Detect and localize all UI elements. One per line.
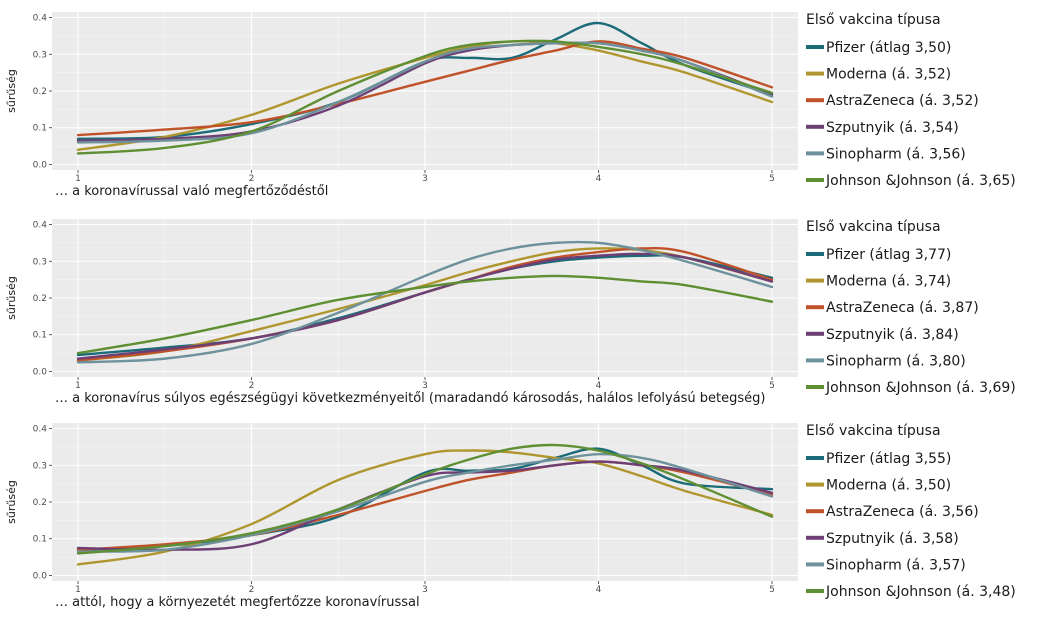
panel-1: 1 2 3 4 5 0.0 0.1 0.2 0.3 0.4 sűrűség … a koronavír…: [5, 12, 1016, 199]
y-tick-label: 0.4: [33, 425, 48, 435]
y-tick-label: 0.3: [33, 461, 47, 471]
x-tick-label: 5: [769, 174, 775, 184]
legend-key-3: [806, 509, 824, 514]
y-tick-label: 0.0: [33, 367, 48, 377]
legend-title: Első vakcina típusa: [806, 12, 941, 28]
legend-key-2: [806, 278, 824, 283]
series-line-5: [76, 453, 774, 553]
legend-key-1: [806, 252, 824, 256]
x-tick-label: 5: [769, 381, 775, 391]
y-tick-label: 0.2: [33, 294, 47, 304]
y-tick-label: 0.1: [33, 124, 47, 134]
legend-label-2: Moderna (á. 3,52): [826, 67, 951, 83]
x-tick-label: 2: [249, 174, 255, 184]
legend-key-5: [806, 358, 824, 363]
legend-label-1: Pfizer (átlag 3,55): [826, 451, 951, 467]
legend-label-5: Sinopharm (á. 3,80): [826, 353, 966, 369]
legend-label-1: Pfizer (átlag 3,50): [826, 40, 951, 56]
series-line-6: [76, 443, 774, 555]
x-tick-label: 3: [422, 174, 428, 184]
y-tick-label: 0.1: [33, 331, 47, 341]
legend-label-6: Johnson &Johnson (á. 3,48): [825, 584, 1016, 600]
y-axis-title: sűrűség: [5, 69, 18, 113]
x-tick-label: 1: [75, 585, 81, 595]
panel-caption: … a koronavírus súlyos egészségügyi köve…: [55, 391, 766, 406]
x-tick-label: 5: [769, 585, 775, 595]
x-tick-label: 4: [596, 174, 602, 184]
legend-key-4: [806, 331, 824, 336]
series-line-6: [76, 39, 774, 155]
y-tick-label: 0.3: [33, 257, 47, 267]
legend-key-1: [806, 45, 824, 49]
legend-label-3: AstraZeneca (á. 3,52): [826, 93, 979, 109]
x-tick-label: 2: [249, 381, 255, 391]
series-line-1: [76, 21, 774, 140]
legend-key-3: [806, 305, 824, 310]
legend-label-4: Szputnyik (á. 3,58): [826, 531, 959, 547]
y-tick-label: 0.0: [33, 571, 48, 581]
x-tick-label: 3: [422, 381, 428, 391]
y-tick-label: 0.0: [33, 160, 48, 170]
legend-key-2: [806, 71, 824, 76]
legend-key-6: [806, 589, 824, 593]
legend: Első vakcina típusa Pfizer (átlag 3,50) Mo…: [806, 12, 1016, 189]
legend-key-6: [806, 178, 824, 182]
panel-caption: … a koronavírussal való megfertőződéstől: [55, 184, 328, 199]
legend-label-6: Johnson &Johnson (á. 3,69): [825, 380, 1016, 396]
legend-key-1: [806, 456, 824, 460]
y-axis-title: sűrűség: [5, 276, 18, 320]
panel-caption: … attól, hogy a környezetét megfertőzze …: [55, 595, 420, 610]
y-axis-title: sűrűség: [5, 480, 18, 524]
legend-title: Első vakcina típusa: [806, 423, 941, 439]
series-line-2: [76, 449, 774, 566]
legend-label-4: Szputnyik (á. 3,54): [826, 120, 959, 136]
legend-label-6: Johnson &Johnson (á. 3,65): [825, 173, 1016, 189]
series-line-2: [76, 40, 774, 151]
legend-key-4: [806, 124, 824, 129]
legend-label-2: Moderna (á. 3,50): [826, 478, 951, 494]
x-tick-label: 2: [249, 585, 255, 595]
y-tick-label: 0.4: [33, 221, 48, 231]
y-tick-label: 0.4: [33, 14, 48, 24]
legend: Első vakcina típusa Pfizer (átlag 3,77) Mo…: [806, 219, 1016, 396]
y-tick-label: 0.2: [33, 87, 47, 97]
series-line-4: [76, 252, 774, 360]
legend-label-2: Moderna (á. 3,74): [826, 274, 951, 290]
series-line-5: [76, 240, 774, 364]
legend: Első vakcina típusa Pfizer (átlag 3,55) Mo…: [806, 423, 1016, 600]
y-tick-label: 0.1: [33, 535, 47, 545]
legend-label-5: Sinopharm (á. 3,56): [826, 146, 966, 162]
legend-key-6: [806, 385, 824, 389]
y-tick-label: 0.3: [33, 50, 47, 60]
legend-title: Első vakcina típusa: [806, 219, 941, 235]
legend-key-5: [806, 562, 824, 567]
series-line-6: [76, 274, 774, 355]
legend-key-5: [806, 151, 824, 156]
x-tick-label: 3: [422, 585, 428, 595]
legend-key-4: [806, 535, 824, 540]
panel-2: 1 2 3 4 5 0.0 0.1 0.2 0.3 0.4 sűrűség … a koronavír…: [5, 219, 1016, 406]
y-tick-label: 0.2: [33, 498, 47, 508]
legend-label-3: AstraZeneca (á. 3,87): [826, 300, 979, 316]
legend-label-4: Szputnyik (á. 3,84): [826, 327, 959, 343]
x-tick-label: 1: [75, 381, 81, 391]
legend-label-1: Pfizer (átlag 3,77): [826, 247, 951, 263]
x-tick-label: 4: [596, 585, 602, 595]
series-line-3: [76, 40, 774, 137]
x-tick-label: 1: [75, 174, 81, 184]
legend-key-2: [806, 482, 824, 487]
panel-3: 1 2 3 4 5 0.0 0.1 0.2 0.3 0.4 sűrűség … attól, hogy…: [5, 423, 1016, 610]
legend-label-3: AstraZeneca (á. 3,56): [826, 504, 979, 520]
x-tick-label: 4: [596, 381, 602, 391]
legend-key-3: [806, 98, 824, 103]
legend-label-5: Sinopharm (á. 3,57): [826, 557, 966, 573]
